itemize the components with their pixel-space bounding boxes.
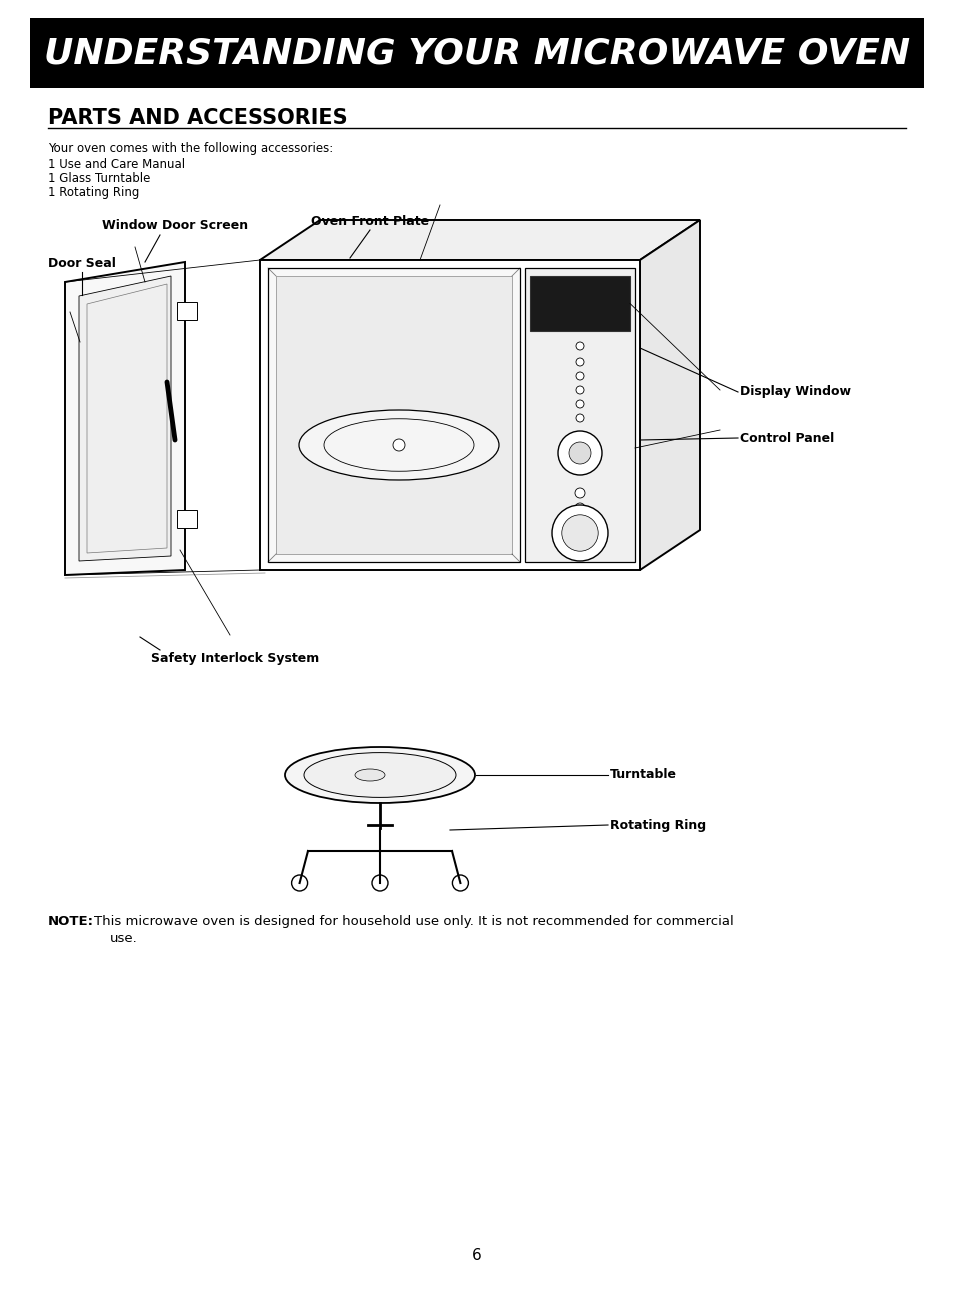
Text: Oven Front Plate: Oven Front Plate xyxy=(311,216,429,229)
Polygon shape xyxy=(260,219,700,259)
Circle shape xyxy=(576,386,583,394)
Circle shape xyxy=(568,442,590,463)
Circle shape xyxy=(292,875,307,891)
Text: Safety Interlock System: Safety Interlock System xyxy=(151,652,319,665)
Circle shape xyxy=(393,439,405,451)
Circle shape xyxy=(576,372,583,380)
Circle shape xyxy=(576,342,583,350)
Ellipse shape xyxy=(324,418,474,471)
Circle shape xyxy=(558,431,601,475)
Circle shape xyxy=(576,358,583,367)
Polygon shape xyxy=(65,262,185,574)
Ellipse shape xyxy=(304,753,456,798)
Text: This microwave oven is designed for household use only. It is not recommended fo: This microwave oven is designed for hous… xyxy=(94,915,733,928)
Circle shape xyxy=(575,503,584,513)
Text: Door Seal: Door Seal xyxy=(48,257,116,270)
Text: Turntable: Turntable xyxy=(609,768,677,781)
Polygon shape xyxy=(268,269,519,562)
Bar xyxy=(177,510,196,528)
Text: Control Panel: Control Panel xyxy=(740,431,833,444)
Text: Your oven comes with the following accessories:: Your oven comes with the following acces… xyxy=(48,142,333,155)
Circle shape xyxy=(576,400,583,408)
Text: 1 Rotating Ring: 1 Rotating Ring xyxy=(48,186,139,199)
Circle shape xyxy=(561,515,598,551)
Circle shape xyxy=(575,488,584,498)
Polygon shape xyxy=(260,259,639,571)
Text: use.: use. xyxy=(110,932,137,945)
Circle shape xyxy=(452,875,468,891)
Bar xyxy=(524,269,635,562)
Text: Window Door Screen: Window Door Screen xyxy=(102,219,248,232)
Text: 1 Glass Turntable: 1 Glass Turntable xyxy=(48,172,151,185)
Circle shape xyxy=(372,875,388,891)
Bar xyxy=(177,302,196,320)
Text: NOTE:: NOTE: xyxy=(48,915,94,928)
Ellipse shape xyxy=(355,769,385,781)
Polygon shape xyxy=(79,276,171,562)
Circle shape xyxy=(552,505,607,562)
Bar xyxy=(530,276,629,330)
Text: 6: 6 xyxy=(472,1247,481,1263)
Polygon shape xyxy=(87,284,167,553)
Text: Rotating Ring: Rotating Ring xyxy=(609,818,705,831)
Text: Display Window: Display Window xyxy=(740,386,850,399)
Text: PARTS AND ACCESSORIES: PARTS AND ACCESSORIES xyxy=(48,108,347,128)
Polygon shape xyxy=(275,276,512,554)
Circle shape xyxy=(576,414,583,422)
Text: 1 Use and Care Manual: 1 Use and Care Manual xyxy=(48,158,185,170)
Text: UNDERSTANDING YOUR MICROWAVE OVEN: UNDERSTANDING YOUR MICROWAVE OVEN xyxy=(44,36,909,70)
Ellipse shape xyxy=(298,411,498,480)
Bar xyxy=(30,18,923,88)
Polygon shape xyxy=(639,219,700,571)
Ellipse shape xyxy=(285,747,475,803)
